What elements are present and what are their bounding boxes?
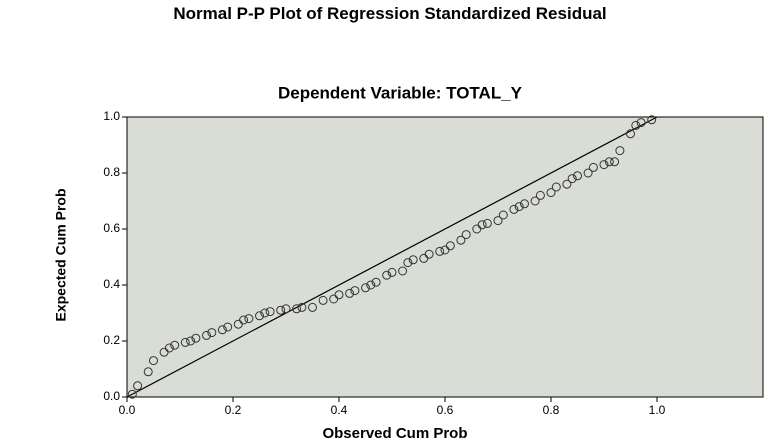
data-point — [567, 174, 577, 184]
data-point — [615, 146, 625, 156]
data-point — [170, 340, 180, 350]
data-point — [599, 160, 609, 170]
reference-line — [126, 116, 658, 398]
data-point — [260, 308, 270, 318]
data-point — [265, 307, 275, 317]
data-point — [530, 196, 540, 206]
x-tick-label: 0.6 — [437, 403, 454, 417]
data-point — [308, 302, 317, 312]
data-point — [223, 322, 233, 332]
data-point — [180, 337, 190, 347]
data-point — [239, 315, 249, 325]
chart-title: Normal P-P Plot of Regression Standardiz… — [173, 4, 607, 23]
data-point — [127, 389, 137, 399]
data-point — [424, 249, 434, 259]
data-point — [551, 182, 561, 192]
data-point — [217, 325, 227, 335]
data-point — [636, 118, 646, 128]
data-point — [186, 336, 196, 346]
data-point — [382, 270, 392, 280]
data-point — [604, 157, 614, 167]
data-point — [482, 218, 492, 228]
data-point — [143, 367, 153, 377]
data-point — [361, 283, 370, 293]
y-tick-label: 0.0 — [103, 389, 120, 403]
data-point — [626, 129, 635, 139]
y-tick-label: 0.6 — [103, 221, 120, 235]
data-point — [318, 295, 328, 305]
data-point — [583, 168, 593, 178]
x-tick-label: 0.8 — [543, 403, 560, 417]
data-point — [345, 288, 355, 298]
data-point — [281, 304, 291, 314]
x-tick-label: 1.0 — [649, 403, 666, 417]
data-point — [202, 330, 211, 340]
x-tick-label: 0.0 — [119, 403, 136, 417]
data-point — [398, 266, 408, 276]
data-point — [477, 220, 487, 230]
y-tick-label: 1.0 — [103, 109, 120, 123]
data-point — [350, 286, 360, 296]
data-point — [276, 305, 286, 315]
data-point — [408, 255, 418, 265]
data-point — [334, 290, 344, 300]
data-point — [461, 230, 471, 240]
data-point — [514, 202, 524, 212]
data-point — [456, 235, 466, 245]
data-point — [493, 216, 503, 226]
data-point — [588, 162, 598, 172]
data-point — [403, 258, 413, 268]
data-point — [562, 179, 572, 189]
y-tick-label: 0.2 — [103, 333, 120, 347]
data-point — [573, 171, 582, 181]
data-point — [133, 381, 143, 391]
data-point — [255, 311, 264, 321]
data-point — [164, 343, 174, 353]
data-point — [498, 210, 508, 220]
data-point — [297, 302, 307, 312]
y-tick-label: 0.4 — [103, 277, 120, 291]
data-point — [207, 328, 217, 338]
data-point — [366, 280, 376, 290]
data-point — [435, 246, 445, 256]
data-point — [610, 157, 620, 167]
data-point — [509, 204, 519, 214]
data-point — [292, 304, 302, 314]
data-point — [387, 267, 397, 277]
data-point — [244, 314, 254, 324]
x-tick-label: 0.2 — [225, 403, 242, 417]
data-point — [371, 277, 381, 287]
x-tick-label: 0.4 — [331, 403, 348, 417]
data-point — [631, 120, 641, 130]
data-point — [546, 188, 556, 198]
data-point — [149, 356, 158, 366]
data-point — [445, 241, 455, 251]
data-point — [535, 190, 545, 200]
data-point — [520, 199, 529, 209]
y-axis-label: Expected Cum Prob — [53, 188, 69, 321]
y-tick-label: 0.8 — [103, 165, 120, 179]
data-point — [647, 115, 657, 125]
chart-subtitle: Dependent Variable: TOTAL_Y — [278, 83, 523, 102]
data-point — [191, 333, 201, 343]
x-axis-label: Observed Cum Prob — [322, 425, 467, 442]
plot-area — [126, 116, 764, 398]
